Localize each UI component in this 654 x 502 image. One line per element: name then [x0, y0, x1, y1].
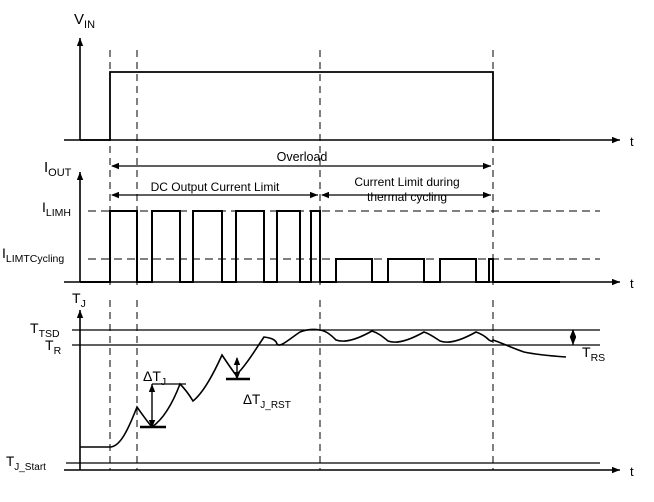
tjstart-label: TJ_Start [6, 454, 46, 473]
thermal-cycling-label-line2: thermal cycling [367, 190, 447, 204]
tj-t-label: t [630, 464, 634, 479]
tr-label: TR [45, 337, 62, 357]
iout-pulses-thermal-cycling [320, 258, 560, 283]
panel-vin [64, 38, 620, 144]
thermal-cycling-label-line1: Current Limit during [354, 175, 459, 189]
vin-axis-label: VIN [74, 11, 95, 31]
ttsd-label: TTSD [30, 320, 60, 340]
ilimtcycling-label: ILIMTCycling [2, 245, 64, 265]
tj-axis-label: TJ [72, 290, 86, 310]
iout-pulses-dc-limit [80, 210, 321, 283]
delta-tj-rst-label: ΔTJ_RST [243, 392, 291, 411]
dc-output-current-limit-label: DC Output Current Limit [151, 180, 280, 194]
vin-waveform [80, 71, 560, 141]
tj-waveform [80, 328, 567, 448]
trs-label: TRS [582, 344, 605, 364]
iout-t-label: t [630, 276, 634, 291]
ilimh-label: ILIMH [42, 199, 71, 219]
panel-iout [64, 162, 620, 286]
overload-label: Overload [277, 150, 328, 164]
vin-t-label: t [630, 134, 634, 149]
panel-tj [64, 310, 620, 474]
delta-tj-label: ΔTJ [143, 368, 166, 388]
iout-axis-label: IOUT [44, 159, 72, 179]
phase-marker-lines [109, 50, 494, 470]
